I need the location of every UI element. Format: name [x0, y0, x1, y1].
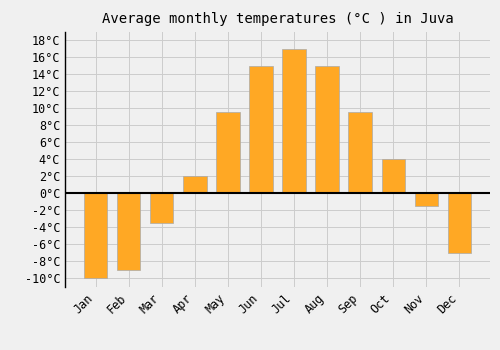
Title: Average monthly temperatures (°C ) in Juva: Average monthly temperatures (°C ) in Ju…	[102, 12, 454, 26]
Bar	[348, 112, 372, 193]
Bar	[84, 193, 108, 279]
Bar	[316, 65, 338, 193]
Bar	[250, 65, 272, 193]
Bar	[216, 112, 240, 193]
Bar	[448, 193, 470, 253]
Bar	[184, 176, 206, 193]
Bar	[150, 193, 174, 223]
Bar	[282, 49, 306, 193]
Bar	[118, 193, 141, 270]
Bar	[382, 159, 404, 193]
Bar	[414, 193, 438, 206]
